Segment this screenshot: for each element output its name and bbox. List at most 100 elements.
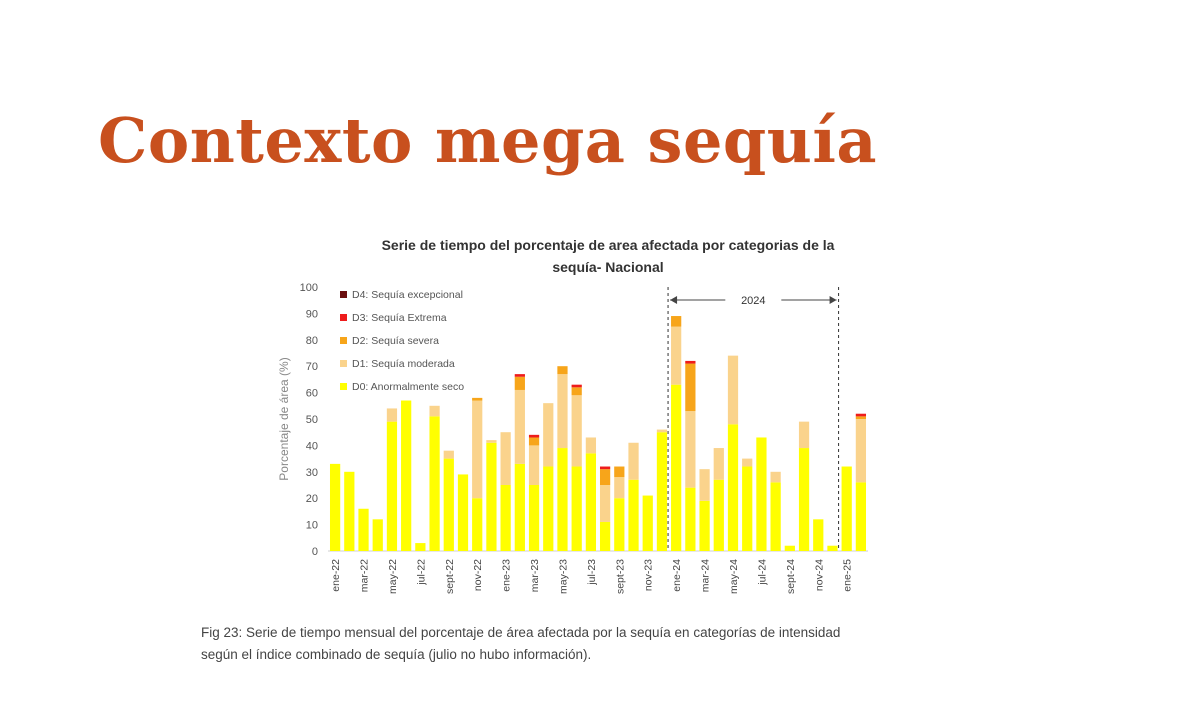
- bar-segment-d3-feb-24: [685, 360, 696, 364]
- legend-label: D3: Sequía Extrema: [352, 312, 447, 324]
- bar-segment-d0-dic-23: [656, 432, 668, 551]
- bar-segment-d0-nov-23: [642, 495, 653, 551]
- chart-title-line1: Serie de tiempo del porcentaje de area a…: [381, 237, 835, 253]
- x-tick-label: ene-22: [330, 559, 342, 592]
- bar-segment-d2-ago-23: [599, 469, 611, 485]
- legend-swatch: [340, 337, 347, 344]
- x-tick-label: sept-22: [444, 559, 456, 594]
- y-tick-label: 30: [306, 467, 318, 479]
- bar-segment-d0-ene-24: [671, 384, 682, 551]
- x-tick-label: mar-22: [359, 559, 371, 592]
- x-tick-label: jul-22: [415, 559, 427, 586]
- bar-segment-d0-ago-22: [429, 416, 440, 551]
- bar-segment-d0-abr-23: [543, 466, 554, 551]
- bar-segment-d1-may-23: [557, 374, 568, 449]
- x-tick-label: jul-24: [756, 559, 768, 586]
- bar-segment-d3-feb-23: [514, 374, 525, 377]
- bar-segment-d0-abr-22: [372, 519, 383, 551]
- bar-segment-d0-nov-22: [472, 498, 483, 551]
- legend-label: D4: Sequía excepcional: [352, 289, 463, 301]
- bar-segment-d2-may-23: [557, 366, 568, 375]
- bar-segment-d1-mar-23: [528, 445, 540, 485]
- bar-segment-d1-oct-24: [798, 421, 810, 449]
- bar-segment-d1-dic-22: [486, 440, 497, 443]
- y-tick-label: 60: [306, 388, 318, 400]
- x-tick-label: mar-23: [529, 559, 541, 592]
- y-tick-label: 70: [306, 361, 318, 373]
- y-tick-label: 80: [306, 335, 318, 347]
- bar-segment-d3-feb-25: [855, 413, 867, 417]
- bar-segment-d0-dic-24: [827, 545, 838, 551]
- bar-segment-d0-feb-25: [855, 482, 867, 551]
- bar-segment-d0-sept-22: [443, 458, 454, 551]
- bar-segment-d0-feb-24: [685, 487, 696, 551]
- legend-label: D0: Anormalmente seco: [352, 381, 464, 393]
- bar-segment-d2-feb-23: [514, 376, 525, 390]
- y-tick-label: 40: [306, 440, 318, 452]
- bar-segment-d0-may-23: [557, 448, 568, 551]
- y-tick-label: 20: [306, 493, 318, 505]
- bar-segment-d1-may-24: [727, 355, 739, 425]
- bar-segment-d1-feb-23: [514, 389, 525, 464]
- bar-segment-d1-sept-23: [614, 477, 625, 499]
- x-tick-label: may-22: [387, 559, 399, 594]
- caption-line2: según el índice combinado de sequía (jul…: [201, 647, 592, 662]
- bar-segment-d0-feb-22: [344, 471, 355, 551]
- x-tick-label: ene-24: [671, 559, 683, 592]
- y-tick-label: 0: [312, 546, 318, 558]
- bar-segment-d1-ene-23: [500, 432, 511, 485]
- legend-swatch: [340, 360, 347, 367]
- bar-segment-d0-oct-23: [628, 479, 639, 551]
- bar-segment-d1-abr-24: [713, 448, 724, 480]
- bar-segment-d1-jul-23: [585, 437, 597, 454]
- legend-label: D2: Sequía severa: [352, 335, 439, 347]
- x-tick-label: may-24: [728, 559, 740, 594]
- bar-segment-d0-feb-23: [514, 463, 525, 551]
- legend-label: D1: Sequía moderada: [352, 358, 455, 370]
- caption-line1: Fig 23: Serie de tiempo mensual del porc…: [201, 625, 841, 640]
- x-tick-label: ene-23: [501, 559, 513, 592]
- x-tick-label: ene-25: [842, 559, 854, 592]
- y-tick-label: 90: [306, 308, 318, 320]
- bar-segment-d1-ene-24: [671, 326, 682, 385]
- bar-segment-d3-jun-23: [571, 384, 582, 388]
- bar-segment-d2-ene-24: [671, 316, 682, 327]
- drought-stacked-bar-chart: Porcentaje de área (%) 0 10 20 30 40 50 60 70 80 9…: [277, 282, 868, 594]
- x-tick-label: may-23: [557, 559, 569, 594]
- bar-segment-d0-jul-23: [585, 453, 597, 551]
- bar-segment-d3-mar-23: [528, 434, 540, 438]
- chart-title: Serie de tiempo del porcentaje de area a…: [318, 234, 898, 278]
- bar-segment-d1-feb-24: [685, 411, 696, 488]
- annotation-arrowhead-left: [670, 296, 678, 304]
- bar-segment-d0-mar-24: [699, 500, 710, 551]
- bar-segment-d0-jul-24: [756, 437, 767, 551]
- x-tick-label: nov-23: [643, 559, 655, 591]
- bar-segment-d2-jun-23: [571, 387, 582, 396]
- bar-segment-d0-sept-24: [784, 545, 795, 551]
- y-tick-label: 50: [306, 414, 318, 426]
- x-tick-label: sept-23: [614, 559, 626, 594]
- bar-segment-d0-ene-25: [841, 466, 852, 551]
- figure-caption: Fig 23: Serie de tiempo mensual del porc…: [201, 622, 981, 666]
- bar-segment-d0-nov-24: [813, 519, 824, 551]
- bar-segment-d0-mar-23: [528, 485, 540, 551]
- bar-segment-d0-ago-24: [770, 482, 781, 551]
- bar-segment-d1-ago-23: [599, 485, 611, 522]
- bar-segment-d2-nov-22: [472, 397, 483, 401]
- y-axis-label: Porcentaje de área (%): [277, 357, 291, 480]
- bar-segment-d1-sept-22: [443, 450, 454, 459]
- bar-segment-d0-dic-22: [486, 442, 497, 551]
- annotation-arrowhead-right: [829, 296, 837, 304]
- bar-segment-d0-mar-22: [358, 508, 369, 551]
- bar-segment-d1-mar-24: [699, 469, 710, 501]
- bar-segment-d1-jun-24: [742, 458, 753, 467]
- x-tick-label: jul-23: [586, 559, 598, 586]
- bar-segment-d1-may-22: [386, 408, 398, 422]
- x-tick-label: mar-24: [700, 559, 712, 592]
- bar-segment-d1-ago-24: [770, 471, 781, 483]
- slide-title: Contexto mega sequía: [98, 104, 878, 177]
- bar-segment-d1-oct-23: [628, 442, 639, 480]
- bar-segment-d1-nov-22: [472, 400, 483, 499]
- bar-segment-d0-sept-23: [614, 498, 625, 551]
- bar-segment-d0-abr-24: [713, 479, 724, 551]
